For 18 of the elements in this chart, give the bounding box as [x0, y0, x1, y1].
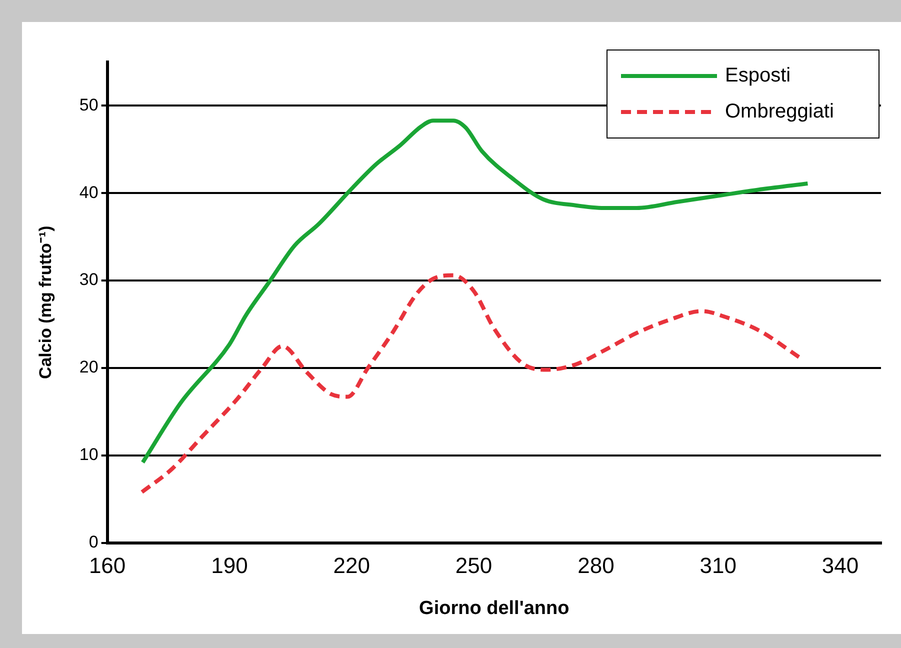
x-tick-label: 280 — [578, 553, 614, 578]
legend-label: Esposti — [725, 64, 791, 87]
y-tick-label: 20 — [79, 358, 98, 377]
x-tick-label: 190 — [211, 553, 248, 578]
y-tick-label: 0 — [88, 532, 98, 552]
x-tick-label: 160 — [88, 553, 126, 578]
y-tick-label: 30 — [79, 270, 98, 290]
x-tick-label: 310 — [700, 553, 736, 578]
legend-label: Ombreggiati — [725, 100, 834, 123]
x-tick-label: 220 — [333, 553, 370, 578]
line-series — [140, 273, 802, 494]
x-tick-label: 250 — [455, 553, 492, 578]
y-tick-label: 40 — [79, 182, 98, 202]
y-axis-title: Calcio (mg frutto⁻¹) — [36, 226, 55, 380]
y-tick-label: 10 — [79, 445, 98, 464]
x-axis-title: Giorno dell'anno — [419, 598, 570, 619]
x-tick-label: 340 — [822, 553, 859, 578]
y-tick-label: 50 — [79, 95, 98, 114]
